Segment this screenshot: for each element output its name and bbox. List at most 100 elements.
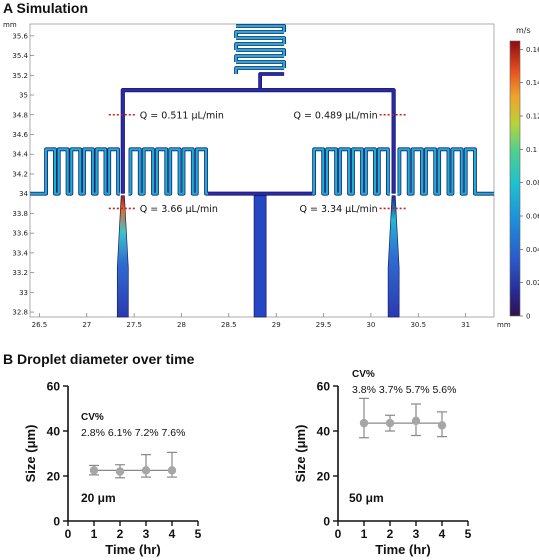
serpentine-right-outer [397, 148, 477, 195]
data-point [359, 418, 369, 428]
droplet-plot-50um: 0 20 40 60 0 1 2 3 4 5 Time (hr) Size (μm) CV% 3.8% 3… [293, 369, 472, 557]
y-tick-label: 0 [323, 515, 330, 529]
flow-markers: Q = 0.511 μL/min Q = 0.489 μL/min Q = 3.66… [108, 110, 408, 215]
x-tick-label: 1 [91, 527, 98, 541]
cv-header: CV% [352, 369, 375, 380]
y-tick-label: 33 [19, 289, 28, 297]
droplet-plot-20um: 0 20 40 60 0 1 2 3 4 5 Time (hr) Size (μm) CV% 2.8% 6… [23, 380, 202, 558]
cv-header: CV% [81, 412, 104, 423]
inlet-serpentine [235, 24, 286, 74]
x-tick-label: 0 [335, 527, 342, 541]
flow-rate-label: Q = 0.511 μL/min [140, 110, 224, 121]
y-unit-label: mm [3, 21, 17, 29]
y-tick-label: 20 [317, 470, 331, 484]
x-tick-label: 5 [195, 527, 202, 541]
x-tick-label: 28.5 [221, 321, 237, 329]
y-tick-label: 34.8 [12, 111, 28, 119]
y-tick-label: 33.6 [12, 230, 28, 238]
x-tick-label: 28 [177, 321, 186, 329]
serpentine-left-outer [44, 148, 120, 195]
y-tick-label: 32.8 [12, 309, 28, 317]
x-tick-label: 26.5 [32, 321, 48, 329]
colorbar-tick-label: 0.14 [526, 79, 539, 87]
channel-size-label: 20 μm [81, 491, 116, 505]
center-outlet [253, 195, 267, 318]
x-tick-label: 30 [366, 321, 375, 329]
x-tick-label: 27.5 [126, 321, 142, 329]
x-tick-label: 5 [465, 527, 472, 541]
y-tick-label: 34 [19, 190, 28, 198]
colorbar-unit: m/s [516, 26, 531, 35]
x-tick-label: 2 [387, 527, 394, 541]
bridge-channel [121, 88, 395, 194]
channel-size-label: 50 μm [349, 491, 384, 505]
x-tick-label: 29 [272, 321, 281, 329]
data-point [115, 467, 125, 476]
colorbar-tick-label: 0.06 [526, 213, 539, 221]
flow-rate-label: Q = 3.34 μL/min [300, 204, 378, 215]
y-tick-label: 34.6 [12, 131, 28, 139]
colorbar-tick-label: 0.12 [526, 113, 539, 121]
y-tick-label: 35.2 [12, 72, 28, 80]
cv-values: 2.8% 6.1% 7.2% 7.6% [81, 427, 185, 439]
y-tick-label: 40 [47, 425, 61, 439]
x-axis-label: Time (hr) [375, 542, 430, 557]
nozzle-right [387, 195, 400, 318]
x-tick-label: 0 [65, 527, 72, 541]
x-tick-label: 31 [461, 321, 470, 329]
x-tick-label: 4 [439, 527, 446, 541]
x-axis-label: Time (hr) [105, 542, 160, 557]
panel-a-title: A Simulation [3, 0, 88, 16]
y-tick-label: 34.2 [12, 170, 28, 178]
colorbar-tick-label: 0 [526, 313, 530, 321]
flow-rate-label: Q = 3.66 μL/min [140, 204, 218, 215]
simulation-y-ticks: 32.8 33 33.2 33.4 33.6 33.8 34 34.2 34.4 34.6 34.8… [12, 32, 34, 317]
y-tick-label: 33.2 [12, 269, 28, 277]
simulation-x-ticks: 26.5 27 27.5 28 28.5 29 29.5 30 30.5 31 [32, 313, 470, 329]
microfluidic-chip [30, 24, 494, 318]
colorbar [509, 40, 521, 317]
y-axis-label: Size (μm) [23, 425, 38, 483]
y-tick-label: 33.4 [12, 249, 28, 257]
x-unit-label: mm [497, 321, 511, 329]
serpentine-right-inner [312, 148, 390, 195]
x-tick-label: 3 [413, 527, 420, 541]
data-point [167, 466, 177, 475]
colorbar-tick-label: 0.16 [526, 46, 539, 54]
y-tick-label: 33.8 [12, 210, 28, 218]
x-tick-label: 4 [169, 527, 176, 541]
y-tick-label: 60 [47, 380, 61, 394]
data-point [437, 421, 447, 430]
y-tick-label: 20 [47, 470, 61, 484]
y-tick-label: 0 [53, 515, 60, 529]
x-tick-label: 27 [82, 321, 91, 329]
data-point [89, 466, 99, 475]
simulation-plot: 32.8 33 33.2 33.4 33.6 33.8 34 34.2 34.4 34.6 34.8… [12, 23, 495, 329]
serpentine-left-inner [128, 148, 209, 195]
data-point [411, 416, 421, 426]
colorbar-ticks: 0 0.02 0.04 0.06 0.08 0.1 0.12 0.14 0.16 [520, 46, 539, 321]
colorbar-tick-label: 0.02 [526, 279, 539, 287]
y-tick-label: 60 [317, 380, 331, 394]
y-tick-label: 40 [317, 425, 331, 439]
x-tick-label: 30.5 [410, 321, 426, 329]
colorbar-tick-label: 0.08 [526, 179, 539, 187]
y-tick-label: 35.6 [12, 32, 28, 40]
y-axis-label: Size (μm) [293, 425, 308, 483]
y-tick-label: 34.4 [12, 151, 28, 159]
data-point [385, 418, 395, 428]
x-tick-label: 29.5 [316, 321, 332, 329]
flow-rate-label: Q = 0.489 μL/min [293, 110, 377, 121]
cv-values: 3.8% 3.7% 5.7% 5.6% [352, 384, 456, 396]
y-tick-label: 35 [19, 92, 28, 100]
data-point [141, 466, 151, 475]
y-tick-label: 35.4 [12, 52, 28, 60]
x-tick-label: 1 [361, 527, 368, 541]
panel-b-title: B Droplet diameter over time [3, 351, 195, 367]
colorbar-tick-label: 0.1 [526, 146, 537, 154]
x-tick-label: 2 [117, 527, 124, 541]
colorbar-tick-label: 0.04 [526, 246, 539, 254]
nozzle-left [116, 195, 129, 318]
x-tick-label: 3 [143, 527, 150, 541]
